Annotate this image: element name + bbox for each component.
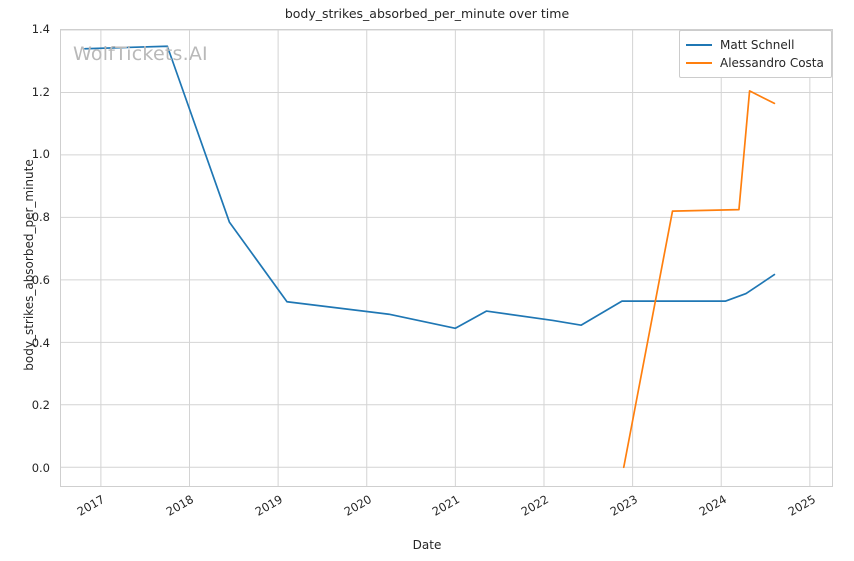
chart-legend: Matt Schnell Alessandro Costa: [679, 30, 832, 78]
series-line: [84, 45, 776, 330]
x-tick-label: 2021: [430, 492, 463, 519]
x-axis-label: Date: [412, 538, 442, 552]
legend-label: Alessandro Costa: [720, 56, 824, 70]
legend-color-swatch: [686, 44, 712, 46]
chart-title: body_strikes_absorbed_per_minute over ti…: [284, 6, 570, 21]
plot-area: WolfTickets.AI: [60, 29, 833, 487]
y-tick-label: 0.8: [31, 210, 50, 225]
x-tick-label: 2017: [74, 492, 107, 519]
y-tick-label: 1.0: [31, 147, 50, 162]
legend-color-swatch: [686, 62, 712, 64]
legend-item: Matt Schnell: [686, 36, 824, 54]
y-tick-label: 1.4: [31, 22, 50, 36]
y-tick-label: 0.0: [31, 461, 50, 476]
legend-label: Matt Schnell: [720, 38, 795, 52]
y-tick-label: 1.2: [31, 84, 50, 99]
x-tick-label: 2025: [785, 492, 818, 519]
y-tick-label: 0.6: [31, 272, 50, 287]
series-line: [622, 90, 776, 469]
x-tick-label: 2018: [163, 492, 196, 519]
x-tick-label: 2023: [607, 492, 641, 519]
y-axis-label: body_strikes_absorbed_per_minute: [22, 159, 36, 371]
legend-item: Alessandro Costa: [686, 54, 824, 72]
gridlines: [61, 30, 832, 486]
x-tick-label: 2024: [696, 492, 729, 519]
x-tick-label: 2019: [252, 492, 285, 519]
x-tick-label: 2022: [518, 492, 552, 519]
y-tick-label: 0.4: [31, 335, 50, 350]
data-lines: [84, 45, 776, 469]
x-tick-label: 2020: [341, 492, 374, 519]
y-tick-label: 0.2: [31, 398, 50, 413]
